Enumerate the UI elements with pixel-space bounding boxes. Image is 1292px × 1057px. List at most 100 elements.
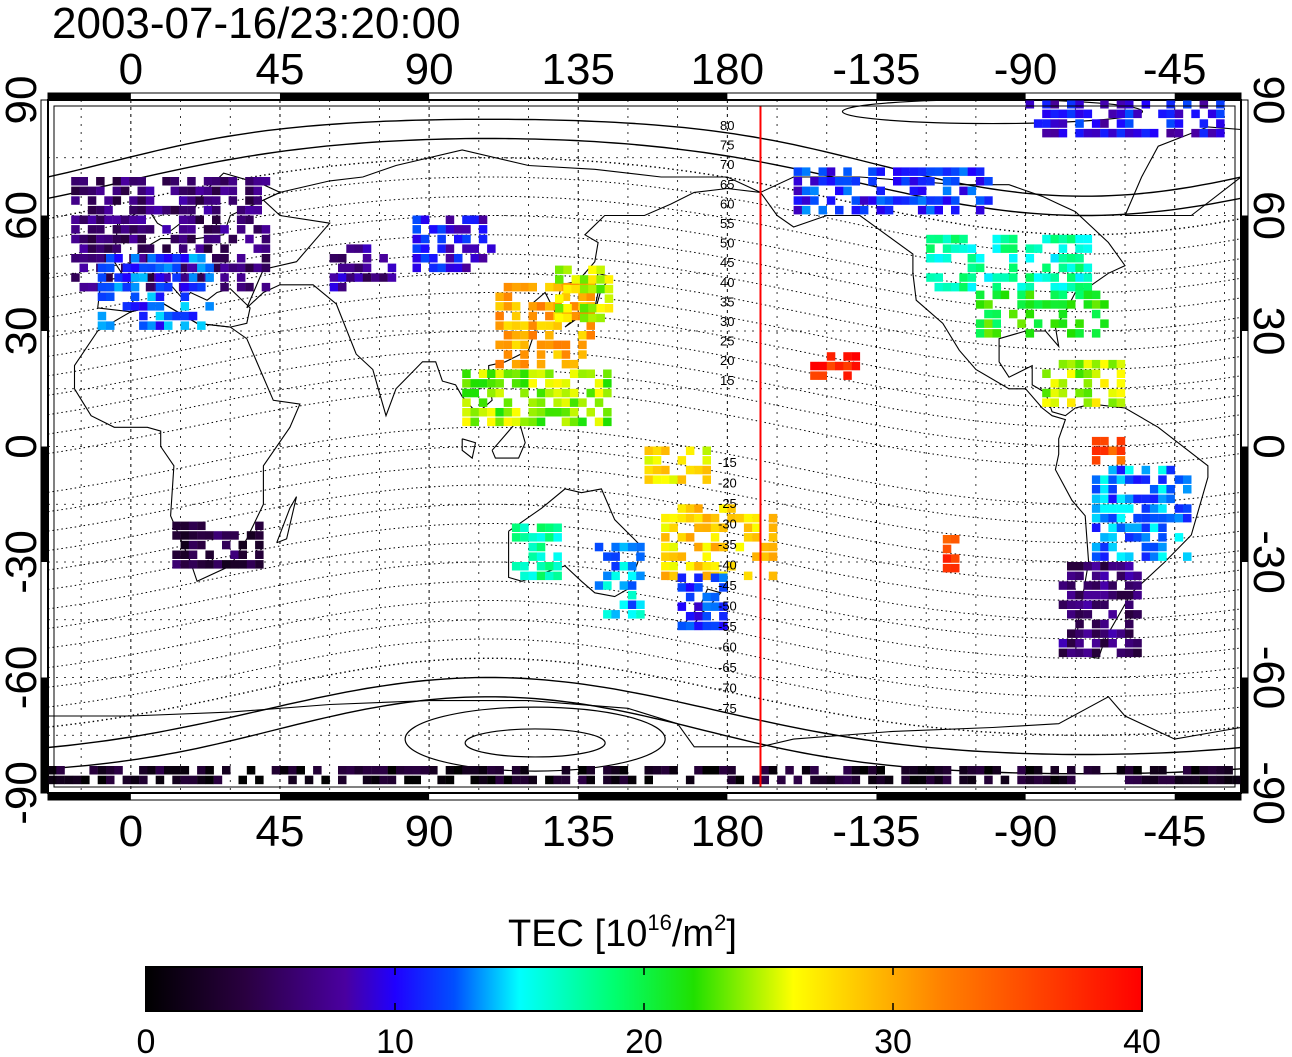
tec-cell — [917, 186, 927, 196]
tec-cell — [992, 234, 1001, 244]
tec-cell — [1133, 475, 1142, 484]
tec-cell — [661, 523, 670, 532]
tec-cell — [1033, 300, 1043, 309]
tec-cell — [685, 562, 695, 571]
tec-cell — [1116, 446, 1126, 455]
tec-cell — [1149, 485, 1159, 494]
tec-cell — [1183, 475, 1192, 484]
tec-cell — [735, 513, 745, 523]
lat-tick-label-right: 60 — [1244, 191, 1292, 240]
tec-cell — [553, 562, 562, 571]
axis-bar-segment — [1174, 793, 1241, 800]
colorbar-tick-label: 0 — [137, 1023, 156, 1057]
contour-label: -55 — [718, 619, 737, 634]
tec-cell — [1108, 485, 1117, 494]
tec-cell — [87, 282, 97, 292]
tec-cell — [137, 225, 146, 234]
tec-cell — [164, 282, 173, 292]
tec-cell — [1058, 639, 1068, 648]
tec-cell — [228, 196, 238, 205]
tec-cell — [1158, 465, 1167, 475]
tec-cell — [170, 186, 180, 196]
tec-cell — [727, 562, 736, 571]
coastline — [48, 696, 1241, 748]
tec-cell — [437, 244, 446, 253]
tec-cell — [561, 340, 571, 350]
lat-tick-label-left: -90 — [0, 761, 46, 825]
tec-cell — [603, 408, 612, 417]
tec-cell — [801, 186, 811, 196]
tec-cell — [112, 244, 122, 253]
tec-cell — [1158, 485, 1167, 494]
tec-cell — [203, 244, 213, 253]
tec-cell — [462, 244, 471, 253]
tec-cell — [97, 273, 107, 282]
tec-cell — [487, 388, 496, 398]
tec-cell — [1125, 581, 1134, 590]
tec-cell — [187, 225, 196, 234]
tec-cell — [926, 273, 935, 282]
timestamp-title: 2003-07-16/23:20:00 — [52, 0, 461, 48]
tec-cell — [1207, 775, 1217, 785]
tec-cell — [437, 234, 446, 244]
tec-cell — [959, 766, 968, 775]
tec-cell — [495, 340, 504, 350]
tec-cell — [760, 542, 769, 552]
lat-tick-label-right: 90 — [1244, 76, 1292, 125]
tec-cell — [106, 775, 115, 785]
contour-label: 75 — [720, 138, 734, 153]
tec-cell — [197, 560, 206, 569]
tec-cell — [1091, 590, 1101, 600]
tec-cell — [851, 775, 861, 785]
tec-cell — [843, 167, 852, 176]
tec-cell — [1075, 282, 1084, 292]
tec-cell — [536, 523, 546, 532]
tec-cell — [768, 766, 778, 775]
tec-cell — [412, 254, 421, 263]
tec-cell — [1042, 273, 1051, 282]
tec-cell — [228, 263, 238, 273]
tec-cell — [1025, 329, 1035, 338]
axis-bar-segment — [279, 793, 430, 800]
tec-cell — [1091, 542, 1101, 552]
lon-tick-label-bottom: 180 — [691, 807, 764, 856]
axis-bar-segment — [48, 93, 131, 100]
tec-cell — [145, 196, 155, 205]
contour-label: -30 — [718, 517, 737, 532]
tec-cell — [594, 398, 604, 407]
tec-cell — [719, 602, 728, 611]
tec-cell — [1000, 273, 1010, 282]
tec-cell — [172, 263, 181, 273]
contour-label: 45 — [720, 255, 734, 270]
tec-cell — [1075, 290, 1084, 300]
tec-cell — [304, 775, 314, 785]
tec-cell — [561, 398, 571, 407]
tec-cell — [203, 225, 213, 234]
tec-cell — [702, 542, 711, 552]
tec-cell — [603, 775, 612, 785]
magnetic-contour — [48, 118, 1241, 197]
tec-cell — [112, 234, 122, 244]
tec-cell — [984, 329, 993, 338]
tec-cell — [188, 540, 198, 550]
tec-cell — [553, 552, 562, 561]
tec-cell — [180, 282, 190, 292]
tec-cell — [178, 225, 188, 234]
tec-cell — [72, 775, 82, 785]
axis-bar-segment — [578, 93, 728, 100]
tec-cell — [487, 408, 496, 417]
magnetic-contour — [48, 292, 1241, 370]
tec-cell — [164, 311, 173, 321]
tec-cell — [445, 766, 455, 775]
tec-cell — [1125, 648, 1134, 658]
tec-cell — [470, 775, 479, 785]
tec-cell — [967, 186, 977, 196]
tec-cell — [588, 284, 597, 294]
tec-cell — [478, 766, 488, 775]
tec-cell — [1199, 775, 1209, 785]
tec-cell — [137, 234, 146, 244]
lat-tick-label-left: -30 — [0, 530, 46, 594]
tec-cell — [702, 562, 711, 571]
tec-cell — [495, 766, 504, 775]
tec-cell — [1116, 562, 1126, 571]
